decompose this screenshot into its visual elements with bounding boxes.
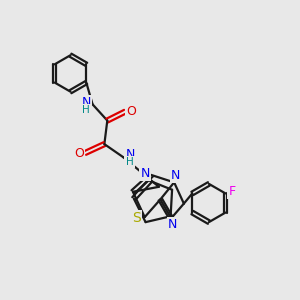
Text: O: O: [126, 105, 136, 118]
Text: H: H: [126, 157, 134, 167]
Text: O: O: [74, 147, 84, 160]
Text: N: N: [171, 169, 180, 182]
Text: N: N: [140, 167, 150, 180]
Text: N: N: [168, 218, 177, 231]
Text: N: N: [81, 95, 91, 109]
Text: S: S: [132, 211, 141, 225]
Text: F: F: [228, 185, 236, 199]
Text: H: H: [82, 105, 90, 115]
Text: N: N: [125, 148, 135, 161]
